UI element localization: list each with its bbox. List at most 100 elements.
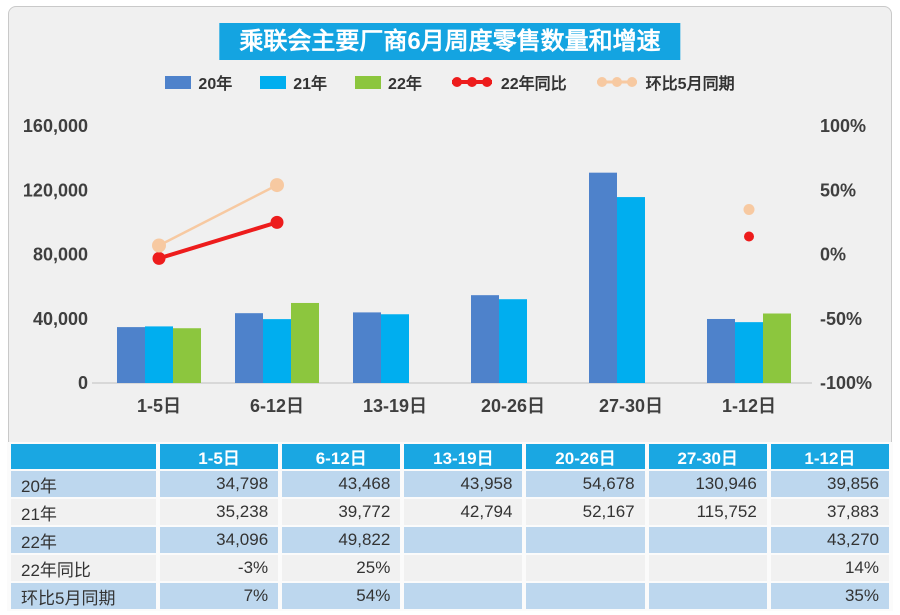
line-segment-22年同比 <box>158 220 278 261</box>
marker-环比5月同期-6-12日 <box>270 178 284 193</box>
table-cell <box>648 527 767 553</box>
legend-item-bar_20: 20年 <box>165 70 232 94</box>
data-table: 1-5日 6-12日 13-19日 20-26日 27-30日 1-12日 20年 34,79… <box>7 442 893 611</box>
x-axis-label: 27-30日 <box>599 396 663 416</box>
table-cell: -3% <box>160 555 279 581</box>
x-axis-label: 6-12日 <box>250 396 304 416</box>
table-header-cell-blank <box>11 444 156 469</box>
legend-bar-swatch-icon <box>165 75 192 89</box>
left-axis-tick: 80,000 <box>33 245 88 265</box>
row-label: 22年同比 <box>11 555 156 581</box>
legend-bar-swatch-icon <box>260 75 287 89</box>
legend-item-line_mom: 环比5月同期 <box>595 70 735 94</box>
table-cell <box>526 555 645 581</box>
line-segment-环比5月同期 <box>158 183 278 247</box>
table-cell <box>404 583 523 609</box>
table-cell: 130,946 <box>648 471 767 497</box>
legend-label: 22年同比 <box>500 76 567 93</box>
table-cell: 34,096 <box>160 527 279 553</box>
marker-环比5月同期-1-12日 <box>743 204 755 216</box>
row-label: 20年 <box>11 471 156 497</box>
legend-label: 环比5月同期 <box>645 76 735 93</box>
table-header-cell: 1-5日 <box>160 444 279 469</box>
table-header-row: 1-5日 6-12日 13-19日 20-26日 27-30日 1-12日 <box>11 444 889 469</box>
table-row: 22年同比 -3% 25% 14% <box>11 555 889 581</box>
table-cell: 54,678 <box>526 471 645 497</box>
marker-22年同比-6-12日 <box>270 215 284 229</box>
table-cell <box>404 555 523 581</box>
row-label: 环比5月同期 <box>11 583 156 609</box>
table-cell: 43,468 <box>282 471 401 497</box>
x-axis-label: 1-12日 <box>722 396 776 416</box>
legend-line-marker-icon <box>451 77 492 87</box>
bar-21年-6-12日 <box>263 319 291 383</box>
table-cell <box>648 555 767 581</box>
bar-20年-1-12日 <box>707 318 735 383</box>
table-cell: 14% <box>770 555 889 581</box>
table-header-cell: 27-30日 <box>648 444 767 469</box>
left-axis-tick: 40,000 <box>33 309 88 329</box>
legend-item-bar_21: 21年 <box>260 70 327 94</box>
table-cell: 35% <box>770 583 889 609</box>
bar-20年-13-19日 <box>353 312 381 383</box>
combo-chart: 0 40,000 80,000 120,000 160,000 -100% -50% 0% 50… <box>23 116 872 416</box>
table-cell: 39,772 <box>282 499 401 525</box>
legend-label: 21年 <box>293 76 328 93</box>
left-axis-tick: 0 <box>78 373 88 393</box>
legend-label: 22年 <box>388 76 422 93</box>
bar-20年-27-30日 <box>589 172 617 383</box>
legend-item-line_yoy: 22年同比 <box>450 70 567 94</box>
legend-label: 20年 <box>198 76 233 93</box>
bar-21年-20-26日 <box>499 299 527 383</box>
marker-环比5月同期-1-5日 <box>152 238 166 253</box>
bar-22年-1-12日 <box>763 313 791 383</box>
bar-20年-20-26日 <box>471 295 499 383</box>
table-cell: 43,270 <box>770 527 889 553</box>
table-cell: 37,883 <box>770 499 889 525</box>
table-header-cell: 13-19日 <box>404 444 523 469</box>
table-cell <box>648 583 767 609</box>
row-label: 21年 <box>11 499 156 525</box>
table-row: 20年 34,798 43,468 43,958 54,678 130,946 39,856 <box>11 471 889 497</box>
right-axis-tick: 0% <box>820 245 846 265</box>
right-axis-tick: -100% <box>820 373 872 393</box>
right-axis-tick: 100% <box>820 116 866 136</box>
table-cell: 7% <box>160 583 279 609</box>
marker-22年同比-1-12日 <box>744 231 754 242</box>
bar-20年-1-5日 <box>117 327 145 383</box>
table-cell <box>404 527 523 553</box>
table-cell: 34,798 <box>160 471 279 497</box>
table-cell: 49,822 <box>282 527 401 553</box>
bar-21年-1-5日 <box>145 326 173 383</box>
right-axis-tick: 50% <box>820 180 856 200</box>
table-cell: 43,958 <box>404 471 523 497</box>
legend-bar-swatch-icon <box>355 75 382 89</box>
bar-21年-13-19日 <box>381 314 409 383</box>
x-axis-label: 13-19日 <box>363 396 427 416</box>
table-header-cell: 6-12日 <box>282 444 401 469</box>
chart-legend: 20年 21年 22年 22年同比 环比5月同期 <box>0 70 900 94</box>
row-label: 22年 <box>11 527 156 553</box>
left-axis-tick: 120,000 <box>23 180 88 200</box>
table-cell: 115,752 <box>648 499 767 525</box>
table-cell: 52,167 <box>526 499 645 525</box>
table-header-cell: 20-26日 <box>526 444 645 469</box>
bar-21年-27-30日 <box>617 197 645 383</box>
x-axis-label: 20-26日 <box>481 396 545 416</box>
legend-item-bar_22: 22年 <box>355 70 422 94</box>
table-cell: 25% <box>282 555 401 581</box>
table-row: 22年 34,096 49,822 43,270 <box>11 527 889 553</box>
left-axis-tick: 160,000 <box>23 116 88 136</box>
page-title: 乘联会主要厂商6月周度零售数量和增速 <box>219 23 681 60</box>
x-axis-label: 1-5日 <box>137 396 181 416</box>
table-cell: 39,856 <box>770 471 889 497</box>
table-cell: 54% <box>282 583 401 609</box>
table-cell <box>526 583 645 609</box>
table-header-cell: 1-12日 <box>770 444 889 469</box>
table-cell <box>526 527 645 553</box>
table-cell: 42,794 <box>404 499 523 525</box>
table-row: 21年 35,238 39,772 42,794 52,167 115,752 37,883 <box>11 499 889 525</box>
right-axis-tick: -50% <box>820 309 862 329</box>
table-row: 环比5月同期 7% 54% 35% <box>11 583 889 609</box>
